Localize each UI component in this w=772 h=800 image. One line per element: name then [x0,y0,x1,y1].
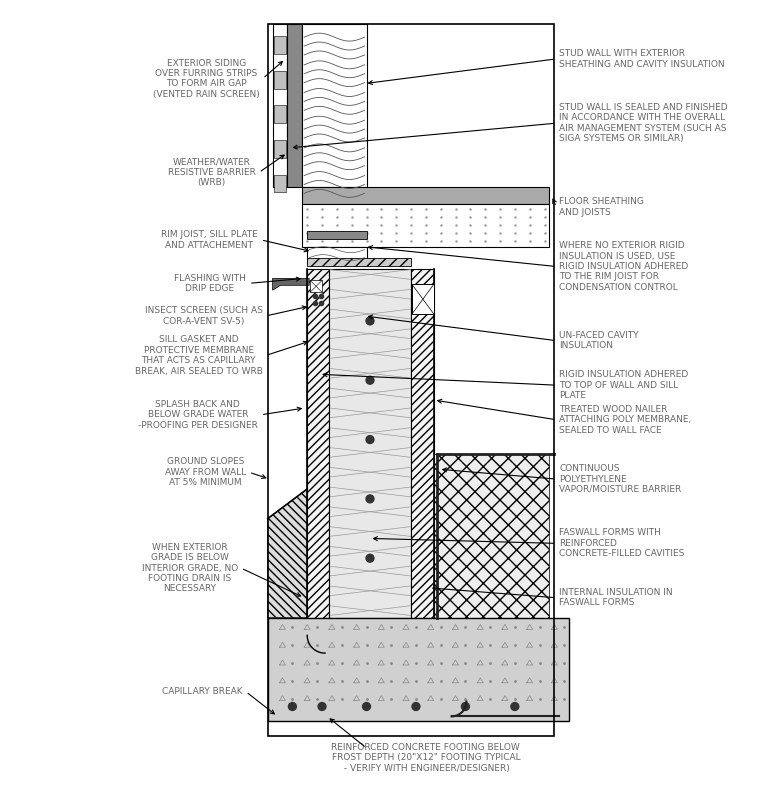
Polygon shape [273,278,309,290]
Bar [268,24,554,736]
Bar [268,618,569,722]
Text: EXTERIOR SIDING
OVER FURRING STRIPS
TO FORM AIR GAP
(VENTED RAIN SCREEN): EXTERIOR SIDING OVER FURRING STRIPS TO F… [153,58,259,98]
Text: SPLASH BACK AND
BELOW GRADE WATER
-PROOFING PER DESIGNER: SPLASH BACK AND BELOW GRADE WATER -PROOF… [138,400,258,430]
Text: INTERNAL INSULATION IN
FASWALL FORMS: INTERNAL INSULATION IN FASWALL FORMS [560,588,673,607]
Text: REINFORCED CONCRETE FOOTING BELOW
FROST DEPTH (20"X12" FOOTING TYPICAL
 - VERIFY: REINFORCED CONCRETE FOOTING BELOW FROST … [331,743,520,773]
Bar [307,270,329,618]
Text: RIM JOIST, SILL PLATE
AND ATTACHEMENT: RIM JOIST, SILL PLATE AND ATTACHEMENT [161,230,258,250]
Bar [273,174,286,192]
Circle shape [318,702,326,710]
Bar [310,280,322,292]
Bar [303,24,367,187]
Circle shape [366,435,374,443]
Circle shape [366,376,374,384]
Text: WEATHER/WATER
RESISTIVE BARRIER
(WRB): WEATHER/WATER RESISTIVE BARRIER (WRB) [168,158,256,187]
Bar [307,231,367,239]
Bar [273,36,286,54]
Text: STUD WALL WITH EXTERIOR
SHEATHING AND CAVITY INSULATION: STUD WALL WITH EXTERIOR SHEATHING AND CA… [560,49,725,69]
Text: CAPILLARY BREAK: CAPILLARY BREAK [162,687,243,696]
Bar [273,70,286,89]
Bar [303,204,550,246]
Bar [287,24,303,187]
Circle shape [511,702,519,710]
Bar [329,270,411,618]
Text: GROUND SLOPES
AWAY FROM WALL
AT 5% MINIMUM: GROUND SLOPES AWAY FROM WALL AT 5% MINIM… [164,458,246,487]
Circle shape [412,702,420,710]
Text: FLASHING WITH
DRIP EDGE: FLASHING WITH DRIP EDGE [174,274,246,293]
Text: FASWALL FORMS WITH
REINFORCED
CONCRETE-FILLED CAVITIES: FASWALL FORMS WITH REINFORCED CONCRETE-F… [560,529,685,558]
Text: WHEN EXTERIOR
GRADE IS BELOW
INTERIOR GRADE, NO
FOOTING DRAIN IS
NECESSARY: WHEN EXTERIOR GRADE IS BELOW INTERIOR GR… [142,542,238,594]
Bar [307,258,411,266]
Text: UN-FACED CAVITY
INSULATION: UN-FACED CAVITY INSULATION [560,331,639,350]
Text: RIGID INSULATION ADHERED
TO TOP OF WALL AND SILL
PLATE: RIGID INSULATION ADHERED TO TOP OF WALL … [560,370,689,400]
Bar [273,106,286,123]
Circle shape [366,317,374,325]
Bar [412,284,434,314]
Text: FLOOR SHEATHING
AND JOISTS: FLOOR SHEATHING AND JOISTS [560,198,644,217]
Bar [411,270,434,618]
Text: INSECT SCREEN (SUCH AS
COR-A-VENT SV-5): INSECT SCREEN (SUCH AS COR-A-VENT SV-5) [145,306,262,326]
Bar [434,454,550,618]
Bar [273,24,287,187]
Circle shape [462,702,469,710]
Text: CONTINUOUS
POLYETHYLENE
VAPOR/MOISTURE BARRIER: CONTINUOUS POLYETHYLENE VAPOR/MOISTURE B… [560,464,682,494]
Polygon shape [268,489,307,618]
Bar [273,140,286,158]
Circle shape [289,702,296,710]
Text: TREATED WOOD NAILER
ATTACHING POLY MEMBRANE,
SEALED TO WALL FACE: TREATED WOOD NAILER ATTACHING POLY MEMBR… [560,405,692,434]
Bar [303,187,550,204]
Circle shape [363,702,371,710]
Text: STUD WALL IS SEALED AND FINISHED
IN ACCORDANCE WITH THE OVERALL
AIR MANAGEMENT S: STUD WALL IS SEALED AND FINISHED IN ACCO… [560,103,728,143]
Circle shape [366,495,374,503]
Text: WHERE NO EXTERIOR RIGID
INSULATION IS USED, USE
RIGID INSULATION ADHERED
TO THE : WHERE NO EXTERIOR RIGID INSULATION IS US… [560,242,689,292]
Text: SILL GASKET AND
PROTECTIVE MEMBRANE
THAT ACTS AS CAPILLARY
BREAK, AIR SEALED TO : SILL GASKET AND PROTECTIVE MEMBRANE THAT… [135,335,262,376]
Bar [307,246,367,263]
Circle shape [366,554,374,562]
